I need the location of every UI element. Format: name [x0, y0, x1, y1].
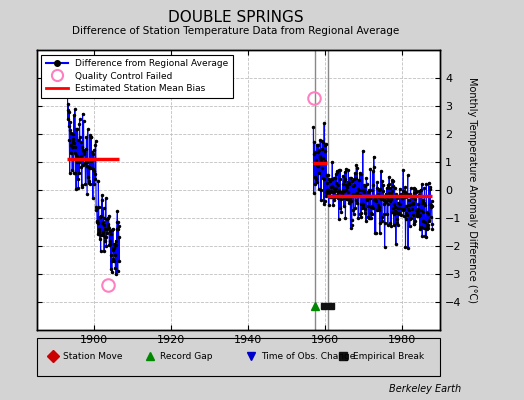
Legend: Difference from Regional Average, Quality Control Failed, Estimated Station Mean: Difference from Regional Average, Qualit… — [41, 54, 233, 98]
Text: Station Move: Station Move — [63, 352, 123, 361]
Y-axis label: Monthly Temperature Anomaly Difference (°C): Monthly Temperature Anomaly Difference (… — [467, 77, 477, 303]
Text: DOUBLE SPRINGS: DOUBLE SPRINGS — [168, 10, 303, 25]
Text: Difference of Station Temperature Data from Regional Average: Difference of Station Temperature Data f… — [72, 26, 399, 36]
Text: Record Gap: Record Gap — [160, 352, 212, 361]
Text: Empirical Break: Empirical Break — [353, 352, 424, 361]
Text: Time of Obs. Change: Time of Obs. Change — [260, 352, 355, 361]
Text: Berkeley Earth: Berkeley Earth — [389, 384, 461, 394]
